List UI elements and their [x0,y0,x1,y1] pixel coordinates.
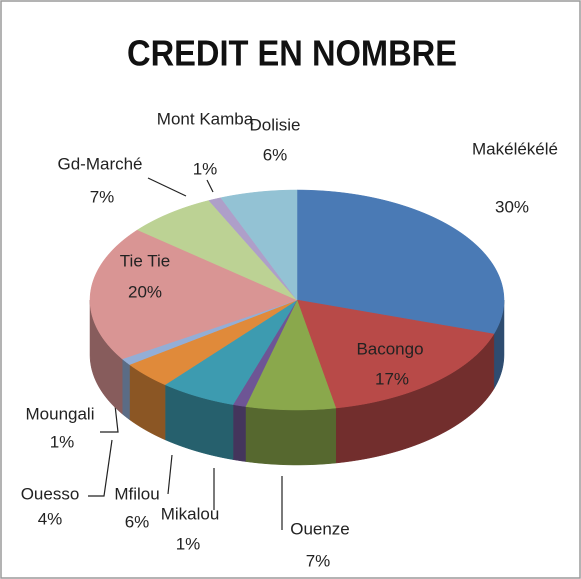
leader-line [147,177,187,197]
data-label-value: 17% [375,369,409,388]
data-label-value: 1% [50,432,75,451]
slice-side [232,404,246,462]
data-label-value: 1% [193,159,218,178]
data-label-value: 6% [125,512,150,531]
slice [89,229,298,360]
slice-side [245,406,337,466]
data-label-name: Mont Kamba [157,109,254,128]
data-label-value: 1% [176,534,201,553]
data-label-value: 7% [306,551,331,570]
data-label-value: 6% [263,145,288,164]
data-label-name: Makélékélé [472,139,558,158]
data-label-name: Ouesso [21,484,80,503]
data-label-name: Mfilou [114,484,159,503]
slice [136,200,298,301]
slice [296,299,495,409]
leader-line [88,439,113,497]
data-label-name: Dolisie [249,115,300,134]
slice-side [121,358,130,421]
slice [296,189,505,335]
leader-line [206,179,214,193]
slice [164,299,298,405]
pie-sides [89,299,505,466]
pie-tops [89,189,505,411]
data-label-value: 7% [90,187,115,206]
leader-line [167,454,173,495]
data-label-value: 30% [495,197,529,216]
slice [220,189,298,301]
chart-title: CREDIT EN NOMBRE [127,33,457,74]
data-label-value: 4% [38,509,63,528]
data-label-value: 20% [128,282,162,301]
data-label-name: Mikalou [161,504,220,523]
data-label-name: Gd-Marché [57,154,142,173]
leader-lines [88,177,283,530]
slice [129,299,298,386]
data-label-name: Bacongo [356,339,423,358]
data-label-name: Tie Tie [120,251,170,270]
slice [245,299,337,411]
data-label-name: Moungali [26,404,95,423]
data-label-name: Ouenze [290,519,350,538]
